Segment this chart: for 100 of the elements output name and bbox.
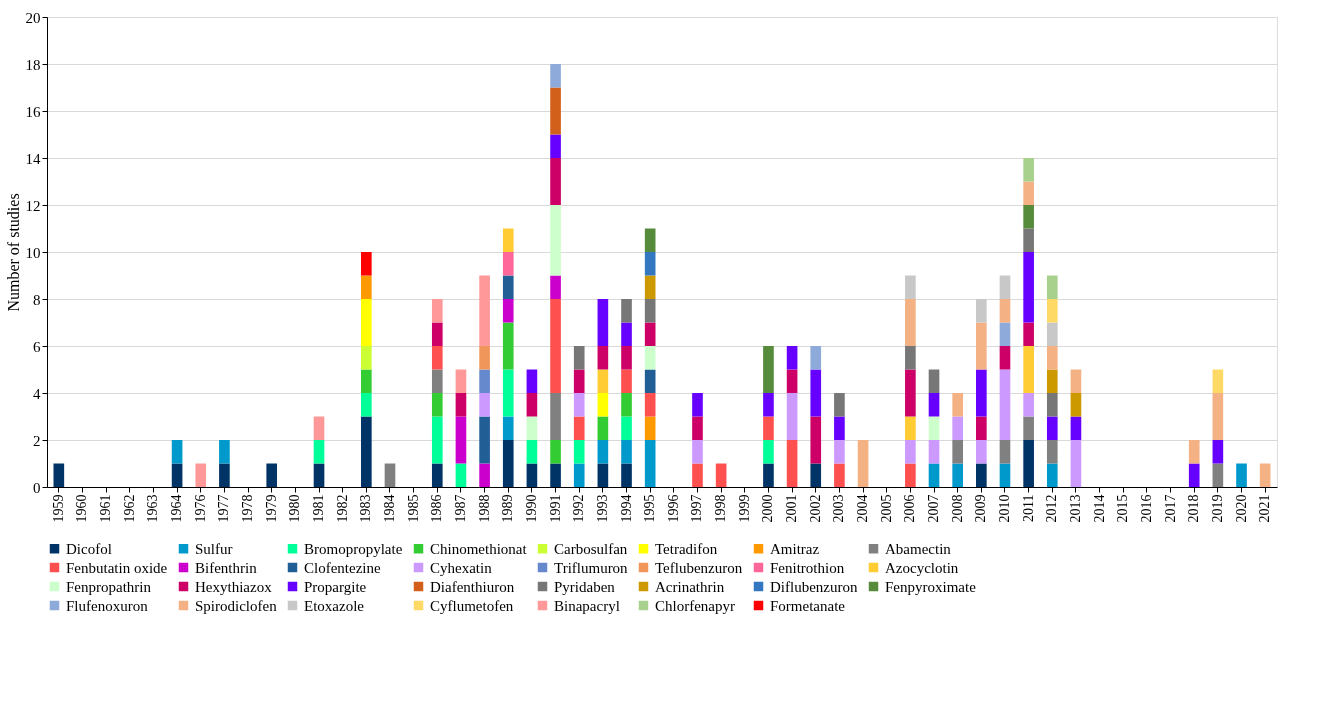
bar (431, 299, 443, 323)
x-tick-label: 2019 (1209, 494, 1225, 523)
x-tick-label: 2003 (831, 494, 847, 523)
x-tick-label: 1976 (192, 494, 208, 523)
bar (1023, 158, 1034, 182)
bar (1046, 369, 1058, 393)
bar (715, 463, 727, 487)
bar (928, 463, 940, 487)
bar (1023, 416, 1034, 440)
legend-label: Carbosulfan (554, 540, 628, 557)
bar (905, 416, 916, 440)
y-axis-title: Number of studies (4, 193, 22, 312)
legend-label: Fenbutatin oxide (66, 559, 168, 576)
bar (526, 393, 538, 417)
bar (573, 463, 585, 487)
x-tick-label: 1961 (98, 494, 114, 523)
legend-label: Pyridaben (554, 578, 616, 595)
bar (573, 393, 585, 417)
bar (621, 346, 632, 370)
x-tick-label: 2006 (902, 494, 918, 523)
bar (550, 299, 561, 393)
x-tick-label: 2002 (807, 494, 823, 523)
x-tick-label: 1963 (145, 494, 161, 523)
y-tick-label: 4 (33, 385, 41, 402)
bar (1212, 463, 1224, 487)
bar (1046, 299, 1058, 323)
bar (361, 346, 372, 370)
x-tick-label: 1960 (74, 494, 90, 523)
x-tick-label: 2017 (1162, 494, 1178, 523)
bar (644, 369, 656, 393)
x-tick-label: 1987 (452, 494, 468, 523)
x-tick-label: 1964 (169, 494, 185, 523)
bar (1023, 440, 1034, 487)
legend-label: Etoxazole (304, 597, 365, 614)
bar (810, 369, 822, 417)
legend-label: Fenpropathrin (66, 578, 152, 595)
legend-label: Abamectin (885, 540, 952, 557)
bar (1070, 416, 1082, 440)
bar (550, 205, 561, 276)
bar (597, 440, 609, 464)
bar (526, 369, 538, 393)
bar (526, 416, 538, 440)
bar (644, 299, 656, 323)
legend-label: Bifenthrin (195, 559, 258, 576)
bar (644, 393, 656, 417)
legend-label: Acrinathrin (655, 578, 725, 595)
y-tick-label: 16 (25, 103, 41, 120)
x-tick-label: 1977 (216, 494, 232, 523)
bar (786, 393, 798, 440)
bar (976, 322, 987, 370)
x-tick-label: 1994 (618, 494, 634, 523)
bar (786, 346, 798, 370)
bar (834, 393, 845, 417)
y-tick-label: 20 (25, 9, 41, 26)
legend-label: Flufenoxuron (66, 597, 149, 614)
bar (976, 440, 987, 464)
bar (952, 463, 963, 487)
y-tick-label: 10 (25, 244, 41, 261)
bar (810, 416, 822, 464)
bar (361, 369, 372, 393)
y-tick-label: 2 (33, 432, 41, 449)
bar (431, 346, 443, 370)
x-tick-label: 2015 (1115, 494, 1131, 523)
bar (573, 369, 585, 393)
bar (976, 463, 987, 487)
x-tick-label: 2012 (1044, 494, 1060, 523)
bar (502, 252, 514, 276)
bar (1023, 181, 1034, 205)
x-tick-label: 2010 (996, 494, 1012, 523)
legend-label: Dicofol (66, 540, 112, 557)
bar (550, 440, 561, 464)
x-tick-label: 2000 (760, 494, 776, 523)
legend-label: Chlorfenapyr (655, 597, 735, 614)
bar (361, 275, 372, 299)
bar (597, 416, 609, 440)
bar (952, 416, 963, 440)
bar (266, 463, 278, 487)
x-tick-label: 1988 (476, 494, 492, 523)
bar (1236, 463, 1247, 487)
bar (763, 463, 774, 487)
bar (502, 440, 514, 487)
bar (479, 463, 490, 487)
legend-label: Spirodiclofen (195, 597, 278, 614)
bar (53, 463, 65, 487)
bar (1070, 369, 1082, 393)
legend-label: Bromopropylate (304, 540, 403, 557)
bar (999, 322, 1011, 346)
bar (361, 252, 372, 276)
x-tick-label: 1979 (263, 494, 279, 523)
bar (1070, 440, 1082, 487)
x-tick-label: 2008 (949, 494, 965, 523)
bar (857, 440, 869, 487)
bar (763, 393, 774, 417)
x-tick-label: 1990 (523, 494, 539, 523)
bar (573, 346, 585, 370)
bar (644, 346, 656, 370)
bar (621, 440, 632, 464)
bar (550, 463, 561, 487)
bar (644, 322, 656, 346)
legend-label: Binapacryl (554, 597, 620, 614)
